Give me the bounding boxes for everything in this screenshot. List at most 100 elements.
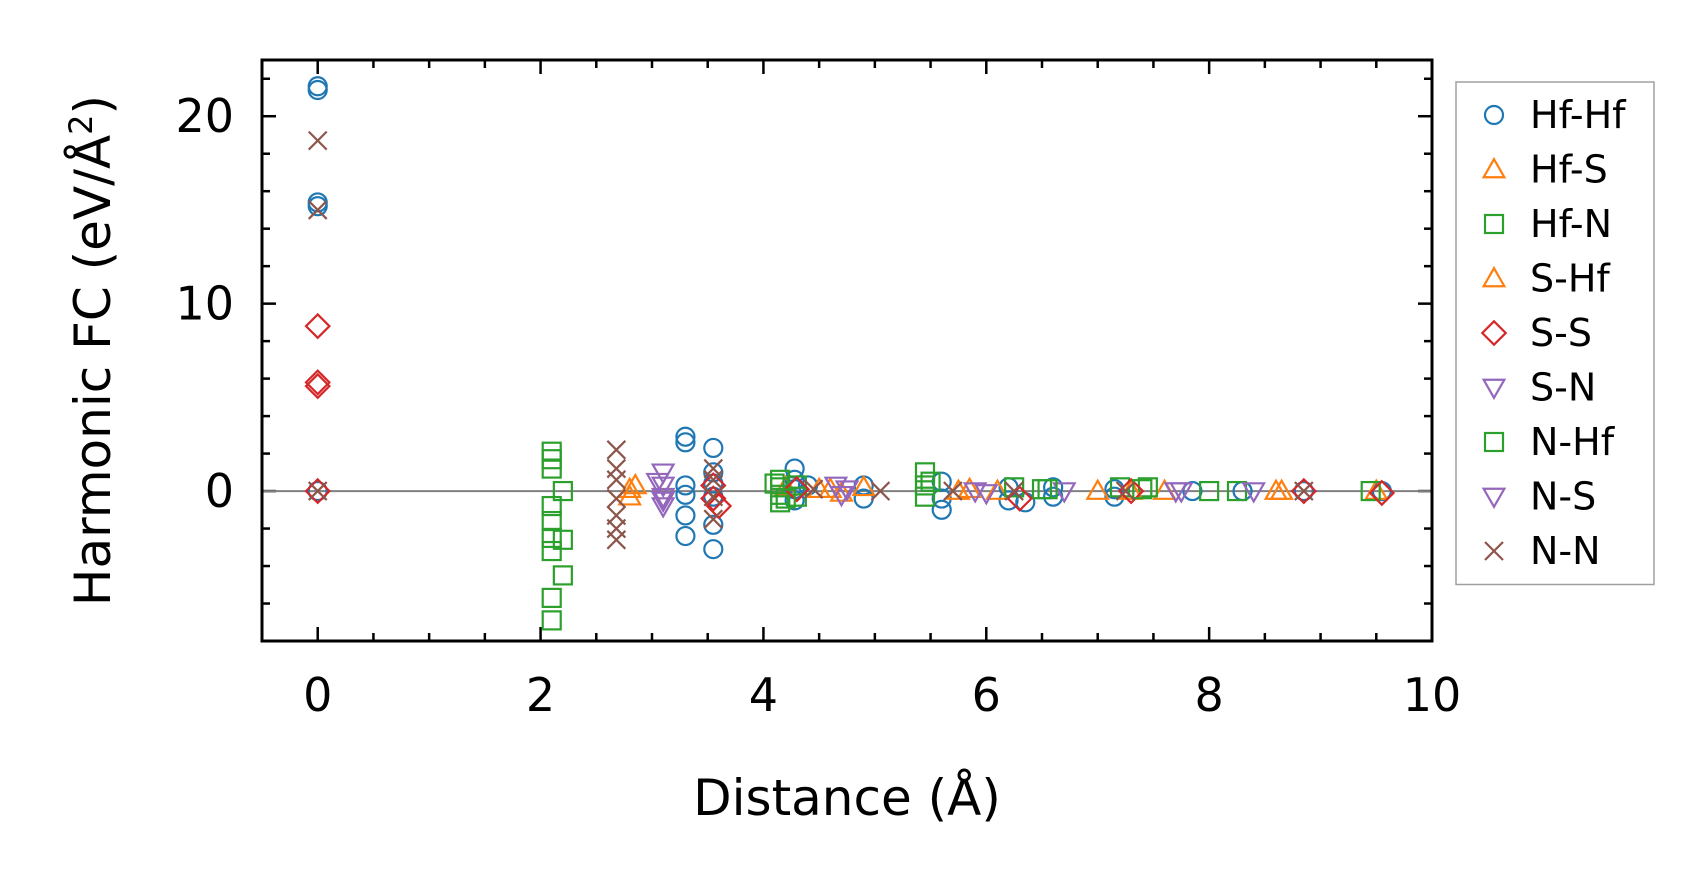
legend-label: S-S	[1530, 311, 1592, 355]
legend-marker	[1481, 265, 1507, 288]
data-point	[1163, 482, 1188, 504]
data-point	[1263, 478, 1289, 500]
data-point	[541, 458, 562, 479]
data-point	[829, 480, 854, 502]
y-axis-label-superscript: 2	[62, 114, 100, 134]
data-point	[675, 525, 696, 547]
data-point	[853, 488, 874, 509]
data-point	[914, 486, 936, 507]
series-n-n	[307, 130, 1314, 550]
x-tick-label: 6	[972, 668, 1001, 722]
data-point	[705, 492, 733, 520]
data-point	[1115, 481, 1136, 501]
data-point	[764, 473, 785, 494]
data-point	[606, 488, 627, 509]
data-point	[829, 485, 854, 508]
legend-marker	[1481, 487, 1507, 510]
y-tick-label: 0	[205, 464, 234, 518]
data-point	[803, 479, 824, 499]
data-point	[851, 474, 876, 497]
data-point	[541, 495, 562, 517]
data-point	[307, 481, 328, 501]
x-tick-label: 10	[1403, 668, 1462, 722]
data-point	[1037, 479, 1058, 500]
data-point	[957, 476, 982, 499]
data-point	[623, 472, 648, 495]
data-point	[675, 432, 696, 453]
legend-label: N-S	[1530, 475, 1596, 519]
data-point	[703, 509, 724, 529]
legend-marker	[1481, 156, 1507, 179]
data-point	[606, 440, 627, 460]
data-point	[307, 79, 328, 101]
legend-marker	[1483, 213, 1505, 235]
data-point	[541, 441, 562, 462]
legend-marker	[1483, 431, 1505, 453]
data-point	[307, 200, 328, 220]
x-tick-label: 8	[1195, 668, 1224, 722]
y-axis-label-main: Harmonic FC (eV/Å	[64, 135, 122, 606]
data-point	[645, 472, 670, 495]
series-s-s	[304, 312, 1396, 520]
x-tick-label: 4	[749, 668, 778, 722]
data-point	[304, 372, 331, 400]
y-axis-label-close: )	[64, 95, 122, 115]
data-point	[1132, 479, 1153, 500]
data-point	[974, 484, 999, 506]
legend-marker	[1483, 104, 1505, 126]
data-point	[541, 540, 562, 562]
x-tick-label: 2	[526, 668, 555, 722]
data-point	[1241, 482, 1266, 504]
data-point	[552, 565, 573, 586]
series-n-s	[645, 472, 1188, 514]
data-point	[1360, 480, 1381, 502]
data-point	[1052, 482, 1077, 504]
y-tick-label: 20	[175, 89, 234, 143]
data-point	[541, 510, 562, 532]
data-point	[1117, 477, 1145, 505]
data-point	[1199, 480, 1220, 502]
data-point	[920, 471, 941, 492]
x-tick-label: 0	[303, 668, 332, 722]
data-point	[943, 481, 963, 501]
data-point	[1004, 481, 1024, 501]
data-point	[304, 312, 331, 340]
data-point	[703, 470, 724, 490]
data-point	[1294, 481, 1314, 501]
legend-label: Hf-N	[1530, 202, 1612, 246]
series-hf-n	[541, 441, 1381, 631]
data-point	[1290, 477, 1318, 505]
legend-marker	[1480, 319, 1508, 347]
data-point	[675, 505, 696, 526]
data-point	[700, 485, 727, 512]
data-point	[304, 369, 331, 396]
plot-frame	[260, 58, 1434, 643]
data-point	[1043, 477, 1064, 498]
legend-marker	[1481, 378, 1507, 401]
data-point	[784, 458, 805, 479]
data-point	[1226, 480, 1248, 502]
data-point	[834, 480, 860, 502]
tick-labels: 0 2 4 6 8 10 0 10 20	[175, 89, 1461, 722]
data-point	[304, 477, 331, 505]
data-point	[650, 491, 676, 514]
data-point	[931, 499, 952, 520]
data-point	[931, 471, 952, 492]
legend-label: N-N	[1530, 529, 1601, 573]
data-point	[675, 484, 696, 505]
data-point	[650, 476, 676, 499]
y-tick-label: 10	[175, 277, 234, 331]
y-axis-label: Harmonic FC (eV/Å2)	[62, 95, 122, 606]
data-point	[606, 470, 627, 490]
data-point	[1182, 480, 1203, 502]
legend-label: S-Hf	[1530, 257, 1611, 301]
data-point	[675, 475, 696, 496]
data-point	[650, 497, 676, 519]
data-point	[606, 530, 627, 550]
data-point	[703, 539, 724, 560]
data-point	[775, 488, 796, 509]
legend-label: S-N	[1530, 366, 1596, 410]
data-point	[783, 475, 811, 503]
data-point	[985, 478, 1010, 500]
